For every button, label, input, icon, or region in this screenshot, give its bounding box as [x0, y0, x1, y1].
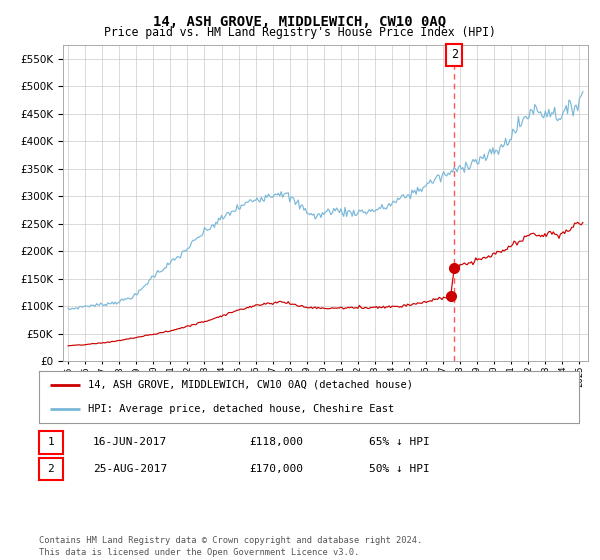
Text: 16-JUN-2017: 16-JUN-2017 [93, 437, 167, 447]
Text: 14, ASH GROVE, MIDDLEWICH, CW10 0AQ: 14, ASH GROVE, MIDDLEWICH, CW10 0AQ [154, 15, 446, 29]
Text: £118,000: £118,000 [249, 437, 303, 447]
Text: Price paid vs. HM Land Registry's House Price Index (HPI): Price paid vs. HM Land Registry's House … [104, 26, 496, 39]
Text: £170,000: £170,000 [249, 464, 303, 474]
Text: Contains HM Land Registry data © Crown copyright and database right 2024.
This d: Contains HM Land Registry data © Crown c… [39, 536, 422, 557]
Text: 2: 2 [451, 48, 458, 62]
Text: 14, ASH GROVE, MIDDLEWICH, CW10 0AQ (detached house): 14, ASH GROVE, MIDDLEWICH, CW10 0AQ (det… [88, 380, 413, 390]
Text: HPI: Average price, detached house, Cheshire East: HPI: Average price, detached house, Ches… [88, 404, 394, 414]
Text: 50% ↓ HPI: 50% ↓ HPI [369, 464, 430, 474]
Text: 2: 2 [47, 464, 55, 474]
Text: 65% ↓ HPI: 65% ↓ HPI [369, 437, 430, 447]
Text: 25-AUG-2017: 25-AUG-2017 [93, 464, 167, 474]
Text: 1: 1 [47, 437, 55, 447]
